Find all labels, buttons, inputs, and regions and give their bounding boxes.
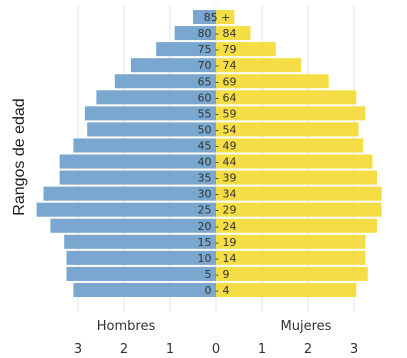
x-tick-label-2: 1 xyxy=(166,342,174,357)
y-axis-label: Rangos de edad xyxy=(11,98,28,215)
x-tick-label-5: 2 xyxy=(304,342,312,357)
category-label-4: 20 - 24 xyxy=(198,220,237,233)
category-label-15: 75 - 79 xyxy=(198,43,237,56)
bar-hombres-13 xyxy=(114,74,216,89)
bar-mujeres-15 xyxy=(216,42,276,57)
category-label-11: 55 - 59 xyxy=(198,107,237,120)
category-label-8: 40 - 44 xyxy=(198,156,237,169)
bar-hombres-9 xyxy=(73,138,217,153)
bar-mujeres-1 xyxy=(216,266,368,281)
bar-hombres-14 xyxy=(130,58,216,73)
bar-hombres-3 xyxy=(64,234,216,249)
category-label-6: 30 - 34 xyxy=(198,188,237,201)
category-label-2: 10 - 14 xyxy=(198,252,237,265)
bar-mujeres-16 xyxy=(216,26,251,41)
legend-mujeres: Mujeres xyxy=(281,319,332,334)
bar-mujeres-13 xyxy=(216,74,329,89)
bar-hombres-10 xyxy=(87,122,216,137)
bar-hombres-6 xyxy=(43,186,216,201)
category-label-1: 5 - 9 xyxy=(205,268,230,281)
category-label-17: 85 + xyxy=(204,11,231,24)
bar-hombres-17 xyxy=(193,10,216,25)
x-tick-label-0: 3 xyxy=(74,342,82,357)
category-label-7: 35 - 39 xyxy=(198,172,237,185)
x-tick-label-6: 3 xyxy=(350,342,358,357)
category-label-0: 0 - 4 xyxy=(205,284,230,297)
x-tick-label-3: 0 xyxy=(212,342,220,357)
bar-hombres-5 xyxy=(36,202,216,217)
bar-mujeres-10 xyxy=(216,122,359,137)
bar-hombres-16 xyxy=(174,26,216,41)
bar-mujeres-4 xyxy=(216,218,377,233)
category-label-9: 45 - 49 xyxy=(198,139,237,152)
bar-mujeres-8 xyxy=(216,154,373,169)
bar-mujeres-9 xyxy=(216,138,364,153)
bar-hombres-7 xyxy=(59,170,216,185)
bar-hombres-11 xyxy=(84,106,217,121)
category-label-10: 50 - 54 xyxy=(198,123,237,136)
bar-mujeres-11 xyxy=(216,106,366,121)
bar-mujeres-5 xyxy=(216,202,382,217)
bar-mujeres-3 xyxy=(216,234,366,249)
bar-hombres-12 xyxy=(96,90,216,105)
bar-hombres-15 xyxy=(156,42,216,57)
bar-mujeres-0 xyxy=(216,282,357,297)
category-label-12: 60 - 64 xyxy=(198,91,237,104)
bar-hombres-0 xyxy=(73,282,217,297)
bar-mujeres-14 xyxy=(216,58,302,73)
bar-mujeres-2 xyxy=(216,250,366,265)
bar-hombres-1 xyxy=(66,266,216,281)
bar-hombres-4 xyxy=(50,218,217,233)
bar-mujeres-7 xyxy=(216,170,377,185)
category-label-3: 15 - 19 xyxy=(198,236,237,249)
category-label-5: 25 - 29 xyxy=(198,204,237,217)
legend-hombres: Hombres xyxy=(97,319,156,334)
bar-mujeres-17 xyxy=(216,10,235,25)
x-tick-label-4: 1 xyxy=(258,342,266,357)
bar-mujeres-12 xyxy=(216,90,357,105)
category-label-14: 70 - 74 xyxy=(198,59,237,72)
category-label-16: 80 - 84 xyxy=(198,27,237,40)
x-tick-label-1: 2 xyxy=(120,342,128,357)
category-label-13: 65 - 69 xyxy=(198,75,237,88)
bar-mujeres-6 xyxy=(216,186,382,201)
bar-hombres-2 xyxy=(66,250,216,265)
bar-hombres-8 xyxy=(59,154,216,169)
